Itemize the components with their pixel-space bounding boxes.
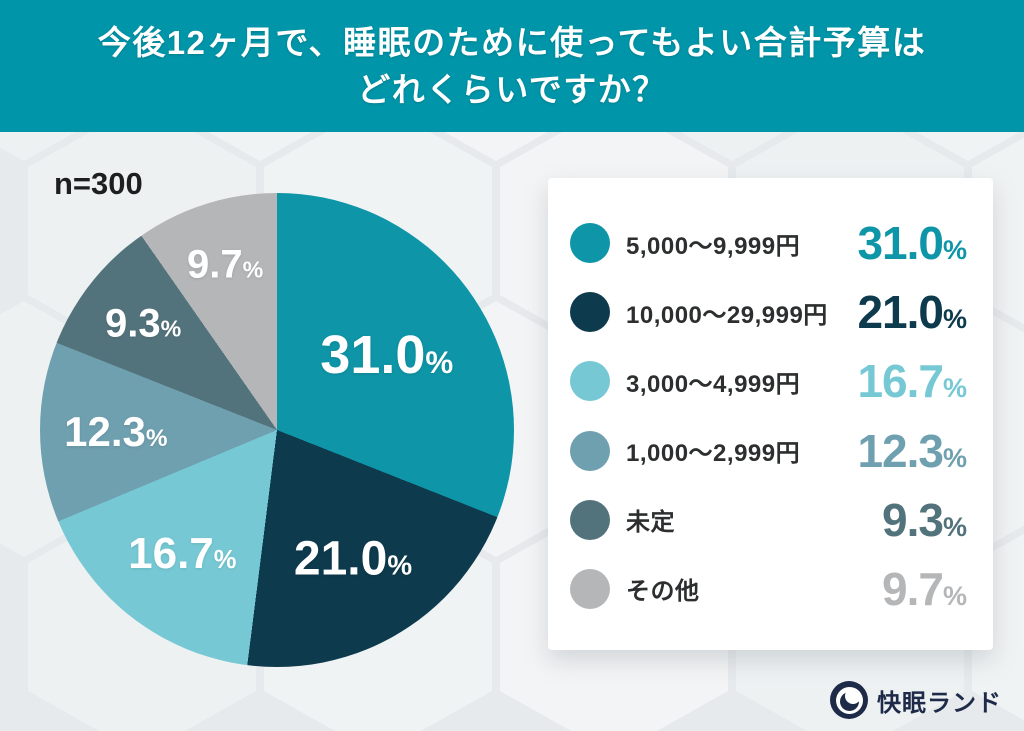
legend-color-dot: [570, 223, 610, 263]
pie-slice-label: 12.3%: [64, 407, 168, 455]
logo-moon-icon: [835, 686, 863, 714]
legend-row: 未定 9.3%: [570, 493, 967, 547]
pie-slice-label: 31.0%: [320, 325, 454, 386]
legend-card: 5,000〜9,999円 31.0% 10,000〜29,999円 21.0% …: [548, 178, 993, 650]
legend-row: その他 9.7%: [570, 562, 967, 616]
legend-row: 5,000〜9,999円 31.0%: [570, 216, 967, 270]
title-line-1: 今後12ヶ月で、睡眠のために使ってもよい合計予算は: [97, 23, 927, 61]
pie-slice-label: 9.7%: [186, 242, 264, 287]
legend-color-dot: [570, 430, 610, 471]
kaimin-land-logo-icon: [830, 681, 868, 719]
legend-label: 5,000〜9,999円: [626, 232, 801, 260]
legend-value: 9.3%: [882, 493, 967, 546]
title-banner: 今後12ヶ月で、睡眠のために使ってもよい合計予算は どれくらいですか？: [0, 0, 1024, 132]
pie-chart: 31.0% 21.0% 16.7% 12.3% 9.3% 9.7%: [40, 193, 514, 667]
legend-value: 16.7%: [857, 355, 967, 408]
title-line-2: どれくらいですか？: [357, 70, 667, 108]
legend-row: 10,000〜29,999円 21.0%: [570, 285, 967, 339]
legend-value: 12.3%: [857, 424, 967, 477]
sample-size-label: n=300: [54, 166, 143, 201]
legend-label: 3,000〜4,999円: [626, 370, 801, 398]
kaimin-land-logo: 快眠ランド: [830, 681, 1002, 719]
legend-color-dot: [570, 361, 610, 402]
legend-row: 1,000〜2,999円 12.3%: [570, 424, 967, 478]
legend-color-dot: [570, 499, 610, 540]
pie-slice-label: 21.0%: [293, 532, 413, 586]
logo-text: 快眠ランド: [877, 689, 1002, 717]
legend-value: 31.0%: [857, 217, 967, 269]
legend-label: 10,000〜29,999円: [626, 301, 828, 329]
legend-value: 21.0%: [857, 286, 967, 339]
pie-slice-label: 9.3%: [105, 301, 182, 346]
legend-label: 1,000〜2,999円: [626, 440, 801, 468]
legend-label: その他: [626, 578, 700, 606]
legend-value: 9.7%: [882, 562, 967, 615]
legend-row: 3,000〜4,999円 16.7%: [570, 354, 967, 408]
legend-color-dot: [570, 568, 610, 609]
legend-color-dot: [570, 292, 610, 333]
pie-slice-label: 16.7%: [128, 529, 237, 579]
legend-label: 未定: [626, 509, 675, 537]
